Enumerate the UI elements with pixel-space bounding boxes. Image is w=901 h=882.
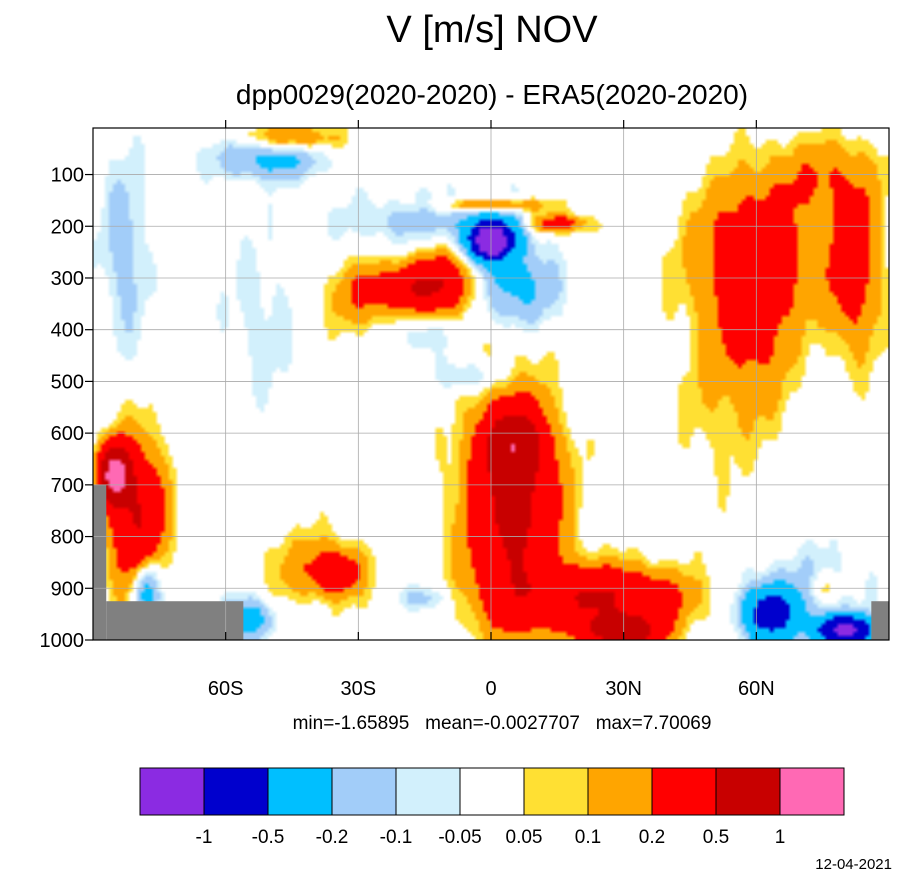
colorbar-label: -0.2 [316,827,349,848]
y-tick-label: 1000 [40,630,85,652]
chart-subtitle: dpp0029(2020-2020) - ERA5(2020-2020) [236,79,748,110]
colorbar-swatch [523,767,589,816]
y-tick-label: 100 [51,165,84,187]
y-tick-label: 200 [51,216,84,238]
chart-title: V [m/s] NOV [386,9,598,51]
date-stamp: 12-04-2021 [815,856,892,873]
colorbar-labels: -1 -0.5 -0.2 -0.1 -0.05 0.05 0.1 0.2 0.5 1 [196,827,786,848]
colorbar-swatch [715,767,781,816]
x-tick-label: 30S [341,678,377,700]
y-tick-labels: 100 200 300 400 500 600 700 800 900 1000 [40,165,85,652]
missing-data-mask [93,484,889,640]
missing-data-region [93,484,107,640]
y-tick-label: 900 [51,578,84,600]
stats-text: min=-1.65895 mean=-0.0027707 max=7.70069 [293,713,712,734]
colorbar-label: -0.05 [438,827,481,848]
axis-ticks [85,120,757,641]
colorbar-label: 1 [775,827,786,848]
colorbar-label: -1 [196,827,213,848]
grid-lines [93,128,889,641]
y-tick-label: 800 [51,527,84,549]
x-tick-labels: 60S 30S 0 30N 60N [208,678,775,700]
missing-data-region [106,601,244,640]
colorbar [139,767,845,816]
x-tick-label: 60S [208,678,244,700]
x-tick-label: 60N [738,678,775,700]
colorbar-swatch [203,767,269,816]
colorbar-label: 0.05 [506,827,543,848]
y-tick-label: 400 [51,320,84,342]
x-tick-label: 0 [485,678,496,700]
colorbar-swatch [139,767,205,816]
y-tick-label: 500 [51,371,84,393]
plot-area [85,120,890,641]
colorbar-swatch [459,767,525,816]
colorbar-swatch [331,767,397,816]
colorbar-swatch [395,767,461,816]
colorbar-label: 0.2 [639,827,665,848]
colorbar-swatch [267,767,333,816]
y-tick-label: 700 [51,475,84,497]
y-tick-label: 600 [51,423,84,445]
colorbar-swatch [779,767,845,816]
x-tick-label: 30N [605,678,642,700]
missing-data-region [871,601,889,640]
colorbar-label: -0.1 [380,827,413,848]
colorbar-label: 0.5 [703,827,729,848]
colorbar-label: 0.1 [575,827,601,848]
colorbar-swatch [651,767,717,816]
y-tick-label: 300 [51,268,84,290]
colorbar-swatch [587,767,653,816]
colorbar-label: -0.5 [252,827,285,848]
